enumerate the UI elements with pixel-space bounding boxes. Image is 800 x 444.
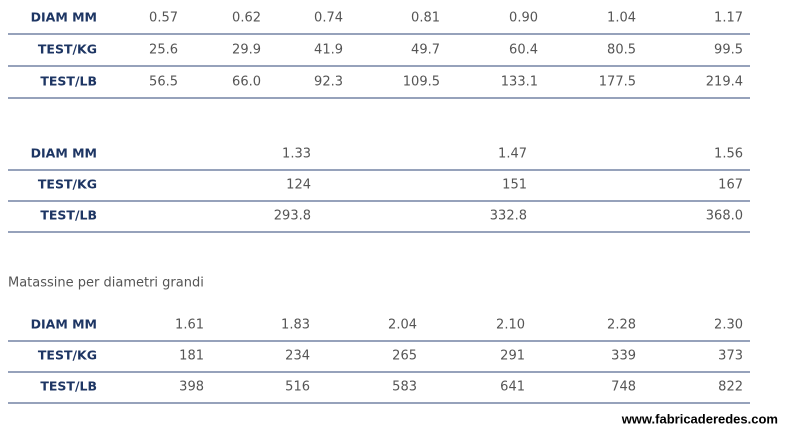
cell: 49.7 [411,43,440,58]
cell: 60.4 [509,43,538,58]
cell: 133.1 [501,75,538,90]
cell: 2.30 [714,318,743,333]
cell: 748 [611,380,636,395]
row-label: TEST/LB [40,208,97,223]
cell: 56.5 [149,75,178,90]
cell: 1.83 [281,318,310,333]
cell: 2.10 [496,318,525,333]
cell: 641 [500,380,525,395]
cell: 177.5 [599,75,636,90]
cell: 2.04 [388,318,417,333]
row-label: TEST/LB [40,379,97,394]
cell: 822 [718,380,743,395]
cell: 583 [392,380,417,395]
cell: 151 [502,178,527,193]
cell: 1.47 [498,147,527,162]
cell: 1.04 [607,11,636,26]
cell: 167 [718,178,743,193]
watermark: www.fabricaderedes.com [621,411,778,426]
cell: 1.56 [714,147,743,162]
row-label: TEST/KG [38,177,97,192]
cell: 1.61 [175,318,204,333]
cell: 29.9 [232,43,261,58]
cell: 0.90 [509,11,538,26]
row-label: DIAM MM [31,10,97,25]
cell: 234 [285,349,310,364]
cell: 25.6 [149,43,178,58]
cell: 124 [286,178,311,193]
cell: 92.3 [314,75,343,90]
row-label: DIAM MM [31,146,97,161]
cell: 398 [179,380,204,395]
cell: 80.5 [607,43,636,58]
cell: 0.74 [314,11,343,26]
cell: 2.28 [607,318,636,333]
cell: 291 [500,349,525,364]
cell: 0.57 [149,11,178,26]
cell: 219.4 [706,75,743,90]
cell: 1.33 [282,147,311,162]
cell: 181 [179,349,204,364]
cell: 41.9 [314,43,343,58]
row-label: TEST/KG [38,348,97,363]
cell: 99.5 [714,43,743,58]
caption: Matassine per diametri grandi [8,276,204,291]
cell: 66.0 [232,75,261,90]
cell: 0.62 [232,11,261,26]
cell: 373 [718,349,743,364]
cell: 109.5 [403,75,440,90]
cell: 293.8 [274,209,311,224]
cell: 516 [285,380,310,395]
cell: 332.8 [490,209,527,224]
cell: 339 [611,349,636,364]
cell: 368.0 [706,209,743,224]
row-label: TEST/LB [40,74,97,89]
cell: 265 [392,349,417,364]
row-label: DIAM MM [31,317,97,332]
row-label: TEST/KG [38,42,97,57]
cell: 1.17 [714,11,743,26]
cell: 0.81 [411,11,440,26]
